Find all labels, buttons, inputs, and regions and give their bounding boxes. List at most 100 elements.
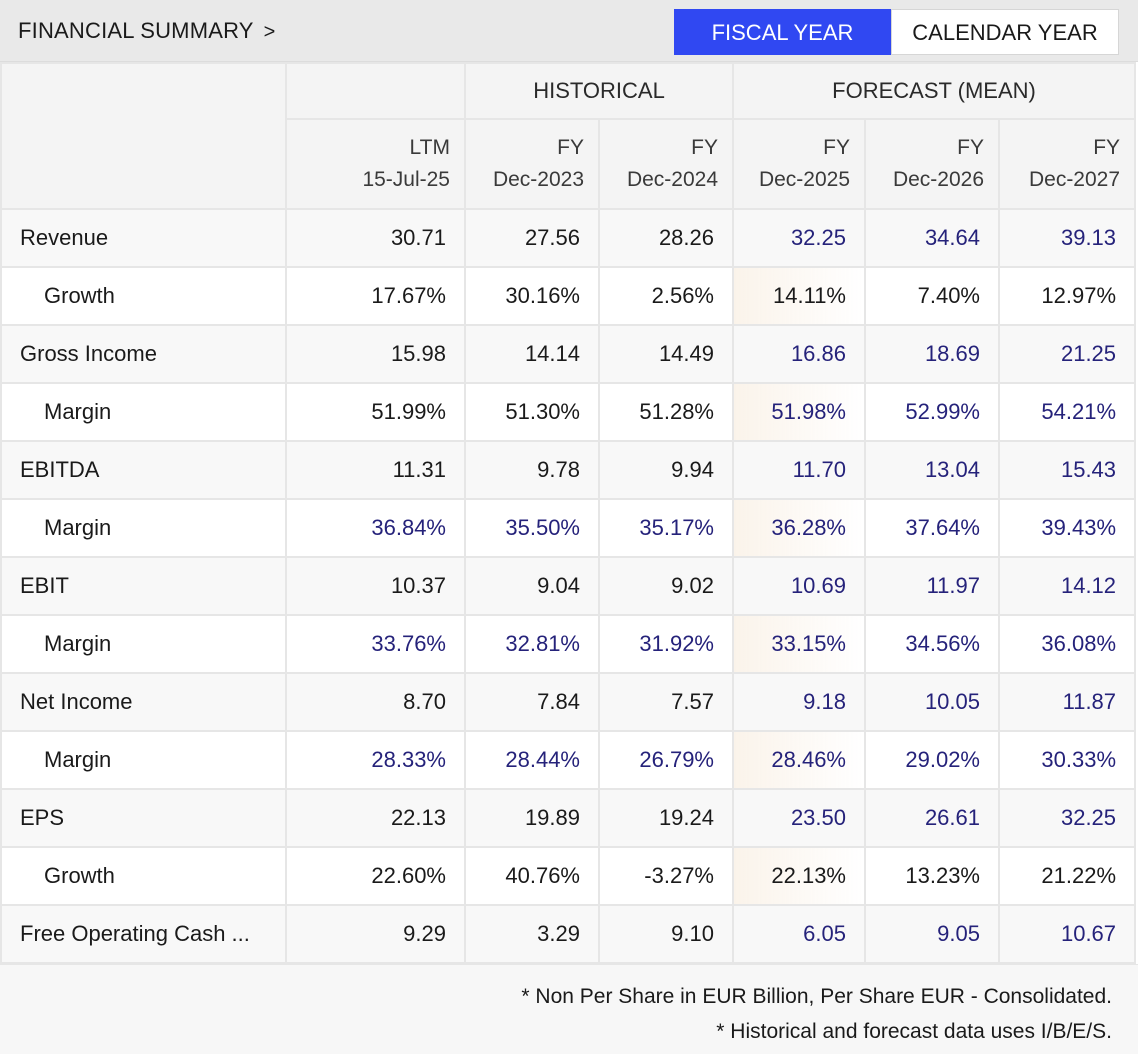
row-label: Growth: [0, 846, 287, 906]
value-cell: 28.46%: [732, 730, 866, 790]
value-cell: 7.57: [598, 672, 734, 732]
value-cell: 54.21%: [997, 382, 1137, 442]
value-cell: 22.13%: [732, 846, 866, 906]
period-type: LTM: [409, 136, 450, 159]
period-type: FY: [1093, 136, 1121, 159]
value-cell: 32.25: [732, 208, 866, 268]
forecast-group-header: FORECAST (MEAN): [731, 62, 1137, 120]
table-row: EPS 22.13 19.89 19.24 23.50 26.61 32.25: [0, 788, 1137, 848]
value-cell: 17.67%: [285, 266, 466, 326]
value-cell: 7.40%: [864, 266, 1000, 326]
value-cell: 11.97: [864, 556, 1000, 616]
ltm-group-cell: [285, 62, 466, 120]
table-body: Revenue 30.71 27.56 28.26 32.25 34.64 39.13 Gro…: [0, 208, 1137, 964]
value-cell: 19.89: [464, 788, 600, 848]
table-row: Revenue 30.71 27.56 28.26 32.25 34.64 39.13: [0, 208, 1137, 268]
period-toggle: FISCAL YEAR CALENDAR YEAR: [674, 9, 1119, 55]
value-cell: 51.98%: [732, 382, 866, 442]
value-cell: 14.12: [997, 556, 1137, 616]
value-cell: 14.49: [598, 324, 734, 384]
value-cell: 36.08%: [997, 614, 1137, 674]
footnote-units: * Non Per Share in EUR Billion, Per Shar…: [521, 985, 1112, 1008]
row-label: Margin: [0, 382, 287, 442]
historical-group-header: HISTORICAL: [464, 62, 734, 120]
value-cell: 11.31: [285, 440, 466, 500]
value-cell: 6.05: [732, 904, 866, 964]
value-cell: 18.69: [864, 324, 1000, 384]
value-cell: 9.29: [285, 904, 466, 964]
value-cell: 9.10: [598, 904, 734, 964]
value-cell: 26.61: [864, 788, 1000, 848]
value-cell: 16.86: [732, 324, 866, 384]
value-cell: 9.94: [598, 440, 734, 500]
period-date: Dec-2026: [892, 168, 984, 191]
value-cell: 15.43: [997, 440, 1137, 500]
row-label: Margin: [0, 730, 287, 790]
value-cell: 30.71: [285, 208, 466, 268]
value-cell: 8.70: [285, 672, 466, 732]
value-cell: 29.02%: [864, 730, 1000, 790]
value-cell: 39.43%: [997, 498, 1137, 558]
value-cell: 22.60%: [285, 846, 466, 906]
value-cell: 34.56%: [864, 614, 1000, 674]
value-cell: 35.17%: [598, 498, 734, 558]
fiscal-year-button[interactable]: FISCAL YEAR: [674, 9, 891, 55]
value-cell: 7.84: [464, 672, 600, 732]
period-date: 15-Jul-25: [362, 168, 450, 191]
period-header: FY Dec-2024: [598, 118, 734, 210]
period-header: FY Dec-2025: [732, 118, 866, 210]
row-label: Gross Income: [0, 324, 287, 384]
period-header-row: LTM 15-Jul-25 FY Dec-2023 FY Dec-2024 FY Dec-20…: [1, 118, 1137, 210]
value-cell: 21.22%: [997, 846, 1137, 906]
period-header: LTM 15-Jul-25: [285, 118, 466, 210]
value-cell: 36.28%: [732, 498, 866, 558]
value-cell: 11.87: [997, 672, 1137, 732]
row-label: EBIT: [0, 556, 287, 616]
period-date: Dec-2027: [1028, 168, 1121, 191]
value-cell: 10.05: [864, 672, 1000, 732]
row-label: Revenue: [0, 208, 287, 268]
period-type: FY: [823, 136, 850, 159]
value-cell: 19.24: [598, 788, 734, 848]
period-type: FY: [557, 136, 584, 159]
value-cell: 13.23%: [864, 846, 1000, 906]
value-cell: 36.84%: [285, 498, 466, 558]
period-type: FY: [691, 136, 718, 159]
value-cell: 31.92%: [598, 614, 734, 674]
value-cell: 28.33%: [285, 730, 466, 790]
value-cell: 9.05: [864, 904, 1000, 964]
value-cell: 26.79%: [598, 730, 734, 790]
value-cell: 39.13: [997, 208, 1137, 268]
value-cell: 33.76%: [285, 614, 466, 674]
value-cell: 9.04: [464, 556, 600, 616]
value-cell: 3.29: [464, 904, 600, 964]
footnote-source: * Historical and forecast data uses I/B/…: [716, 1020, 1112, 1043]
value-cell: 11.70: [732, 440, 866, 500]
value-cell: -3.27%: [598, 846, 734, 906]
table-row: Net Income 8.70 7.84 7.57 9.18 10.05 11.87: [0, 672, 1137, 732]
header-title: FINANCIAL SUMMARY: [18, 18, 254, 43]
value-cell: 33.15%: [732, 614, 866, 674]
row-label: EBITDA: [0, 440, 287, 500]
financial-summary-link[interactable]: FINANCIAL SUMMARY >: [18, 0, 276, 62]
period-type: FY: [957, 136, 984, 159]
row-label: Net Income: [0, 672, 287, 732]
value-cell: 28.44%: [464, 730, 600, 790]
value-cell: 10.37: [285, 556, 466, 616]
table-footnotes: * Non Per Share in EUR Billion, Per Shar…: [0, 964, 1138, 1054]
value-cell: 9.18: [732, 672, 866, 732]
value-cell: 32.81%: [464, 614, 600, 674]
value-cell: 9.02: [598, 556, 734, 616]
value-cell: 22.13: [285, 788, 466, 848]
table-row: Margin 28.33% 28.44% 26.79% 28.46% 29.02% 30.3…: [0, 730, 1137, 790]
calendar-year-button[interactable]: CALENDAR YEAR: [891, 9, 1119, 55]
value-cell: 51.99%: [285, 382, 466, 442]
table-row: EBITDA 11.31 9.78 9.94 11.70 13.04 15.43: [0, 440, 1137, 500]
period-date: Dec-2023: [492, 168, 584, 191]
value-cell: 52.99%: [864, 382, 1000, 442]
value-cell: 30.33%: [997, 730, 1137, 790]
value-cell: 10.69: [732, 556, 866, 616]
value-cell: 27.56: [464, 208, 600, 268]
value-cell: 37.64%: [864, 498, 1000, 558]
value-cell: 10.67: [997, 904, 1137, 964]
